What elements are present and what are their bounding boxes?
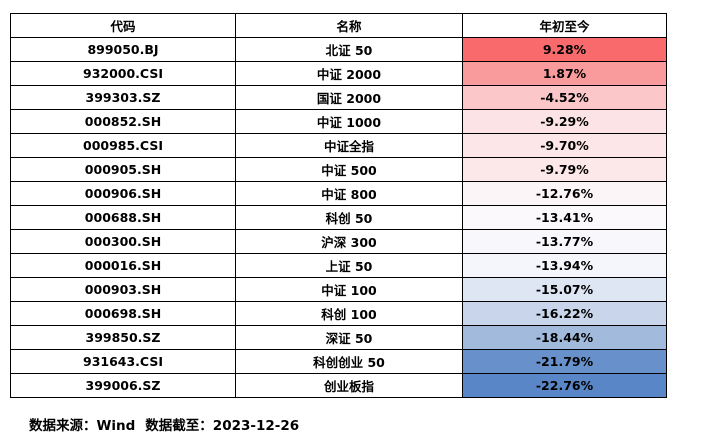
ytd-return-cell: -13.41% (462, 205, 667, 230)
index-name-cell: 中证 2000 (235, 61, 463, 86)
index-name-cell: 中证 100 (235, 277, 463, 302)
table-row: 000905.SH 中证 500 -9.79% (10, 157, 667, 182)
index-code-cell: 000698.SH (10, 301, 236, 326)
ytd-return-cell: -4.52% (462, 85, 667, 110)
header-name: 名称 (235, 13, 463, 38)
index-code-cell: 000906.SH (10, 181, 236, 206)
table-row: 000903.SH 中证 100 -15.07% (10, 277, 667, 302)
index-code-cell: 899050.BJ (10, 37, 236, 62)
data-cutoff-date: 数据截至：2023-12-26 (145, 418, 300, 434)
ytd-return-cell: 1.87% (462, 61, 667, 86)
table-header-row: 代码 名称 年初至今 (10, 13, 667, 38)
header-code: 代码 (10, 13, 236, 38)
footer-note: 数据来源：Wind 数据截至：2023-12-26 (29, 414, 299, 434)
index-name-cell: 中证 1000 (235, 109, 463, 134)
index-name-cell: 科创 50 (235, 205, 463, 230)
index-name-cell: 中证 800 (235, 181, 463, 206)
index-name-cell: 科创 100 (235, 301, 463, 326)
table-row: 399850.SZ 深证 50 -18.44% (10, 325, 667, 350)
index-code-cell: 000688.SH (10, 205, 236, 230)
index-code-cell: 399303.SZ (10, 85, 236, 110)
index-code-cell: 932000.CSI (10, 61, 236, 86)
table-row: 000906.SH 中证 800 -12.76% (10, 181, 667, 206)
index-name-cell: 中证 500 (235, 157, 463, 182)
ytd-return-cell: -13.77% (462, 229, 667, 254)
ytd-return-cell: -12.76% (462, 181, 667, 206)
table-row: 000698.SH 科创 100 -16.22% (10, 301, 667, 326)
ytd-return-cell: -15.07% (462, 277, 667, 302)
table-row: 000985.CSI 中证全指 -9.70% (10, 133, 667, 158)
ytd-return-cell: -22.76% (462, 373, 667, 398)
index-name-cell: 上证 50 (235, 253, 463, 278)
index-name-cell: 科创创业 50 (235, 349, 463, 374)
ytd-return-cell: -13.94% (462, 253, 667, 278)
index-code-cell: 931643.CSI (10, 349, 236, 374)
ytd-return-cell: -18.44% (462, 325, 667, 350)
index-code-cell: 000905.SH (10, 157, 236, 182)
table-row: 399006.SZ 创业板指 -22.76% (10, 373, 667, 398)
index-name-cell: 北证 50 (235, 37, 463, 62)
index-name-cell: 沪深 300 (235, 229, 463, 254)
table-row: 000016.SH 上证 50 -13.94% (10, 253, 667, 278)
ytd-return-cell: 9.28% (462, 37, 667, 62)
ytd-return-cell: -16.22% (462, 301, 667, 326)
index-code-cell: 000852.SH (10, 109, 236, 134)
table-row: 399303.SZ 国证 2000 -4.52% (10, 85, 667, 110)
index-name-cell: 深证 50 (235, 325, 463, 350)
index-code-cell: 399006.SZ (10, 373, 236, 398)
table-row: 899050.BJ 北证 50 9.28% (10, 37, 667, 62)
ytd-return-cell: -9.70% (462, 133, 667, 158)
table-body: 899050.BJ 北证 50 9.28% 932000.CSI 中证 2000 1.87… (10, 37, 667, 398)
table-row: 932000.CSI 中证 2000 1.87% (10, 61, 667, 86)
table-row: 000300.SH 沪深 300 -13.77% (10, 229, 667, 254)
index-name-cell: 国证 2000 (235, 85, 463, 110)
index-name-cell: 中证全指 (235, 133, 463, 158)
index-code-cell: 399850.SZ (10, 325, 236, 350)
table-row: 000852.SH 中证 1000 -9.29% (10, 109, 667, 134)
ytd-return-cell: -9.79% (462, 157, 667, 182)
ytd-return-cell: -9.29% (462, 109, 667, 134)
header-ytd: 年初至今 (462, 13, 667, 38)
ytd-return-cell: -21.79% (462, 349, 667, 374)
data-source: 数据来源：Wind (29, 418, 136, 434)
index-code-cell: 000016.SH (10, 253, 236, 278)
index-performance-table: 代码 名称 年初至今 899050.BJ 北证 50 9.28% 932000.CSI… (10, 13, 667, 398)
index-code-cell: 000903.SH (10, 277, 236, 302)
index-code-cell: 000985.CSI (10, 133, 236, 158)
index-code-cell: 000300.SH (10, 229, 236, 254)
table-row: 931643.CSI 科创创业 50 -21.79% (10, 349, 667, 374)
index-name-cell: 创业板指 (235, 373, 463, 398)
table-row: 000688.SH 科创 50 -13.41% (10, 205, 667, 230)
